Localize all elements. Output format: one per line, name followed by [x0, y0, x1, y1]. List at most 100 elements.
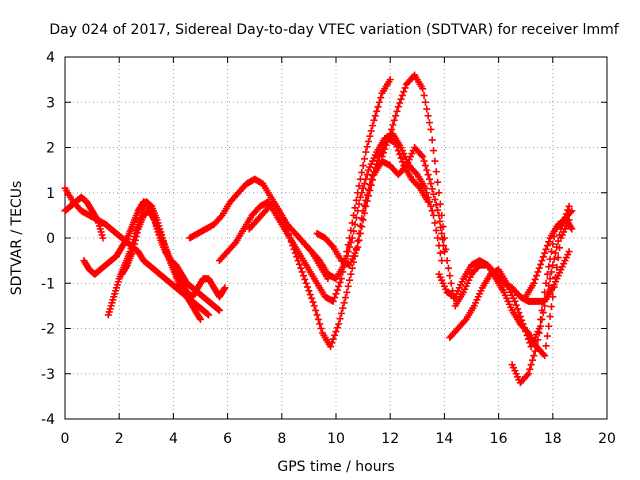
data-point: [539, 309, 547, 317]
data-point: [359, 184, 367, 192]
data-point: [308, 294, 316, 302]
data-point: [297, 264, 305, 272]
data-point: [327, 343, 335, 351]
data-point: [543, 242, 551, 250]
data-point: [420, 157, 428, 165]
data-point: [328, 339, 336, 347]
data-point: [383, 137, 391, 145]
data-point: [539, 253, 547, 261]
data-point: [150, 214, 158, 222]
data-point: [370, 116, 378, 124]
data-point: [568, 225, 576, 233]
data-point: [371, 112, 379, 120]
data-point: [360, 155, 368, 163]
data-point: [461, 317, 469, 325]
data-point: [542, 342, 550, 350]
data-point: [428, 185, 436, 193]
data-point: [289, 242, 297, 250]
data-point: [538, 257, 546, 265]
data-point: [537, 260, 545, 268]
data-point: [442, 245, 450, 253]
series-sat-o: [522, 216, 576, 301]
tick-layer: [64, 56, 608, 420]
data-point: [339, 304, 347, 312]
data-point: [302, 279, 310, 287]
data-point: [546, 312, 554, 320]
data-point: [331, 331, 339, 339]
data-point: [385, 134, 393, 142]
data-point: [553, 243, 561, 251]
data-point: [567, 223, 575, 231]
y-axis-label: SDTVAR / TECUs: [9, 181, 25, 296]
data-point: [564, 206, 572, 214]
data-point: [431, 196, 439, 204]
data-point: [419, 153, 427, 161]
data-point: [366, 186, 374, 194]
data-point: [355, 200, 363, 208]
data-point: [425, 198, 433, 206]
data-point: [443, 257, 451, 265]
data-point: [541, 302, 549, 310]
x-tick-label: 4: [169, 431, 178, 447]
data-point: [530, 279, 538, 287]
data-point: [281, 219, 289, 227]
data-point: [287, 238, 295, 246]
data-point: [392, 112, 400, 120]
grid-layer: [65, 57, 607, 419]
y-tick-labels: -4 -3 -2 -1 0 1 2 3 4: [41, 50, 55, 428]
data-point: [444, 264, 452, 272]
data-point: [528, 356, 536, 364]
data-point: [298, 268, 306, 276]
x-tick-label: 16: [490, 431, 508, 447]
data-point: [417, 151, 425, 159]
data-point: [347, 239, 355, 247]
data-point: [401, 163, 409, 171]
data-point: [424, 112, 432, 120]
data-point: [314, 255, 322, 263]
data-point: [331, 294, 339, 302]
data-point: [373, 107, 381, 115]
data-point: [439, 242, 447, 250]
data-point: [285, 230, 293, 238]
x-tick-label: 0: [61, 431, 70, 447]
points-layer: [61, 71, 576, 387]
data-point: [554, 237, 562, 245]
data-point: [397, 95, 405, 103]
data-point: [343, 288, 351, 296]
series-sat-n: [508, 202, 573, 387]
data-point: [366, 132, 374, 140]
data-point: [523, 331, 531, 339]
data-point: [511, 297, 519, 305]
data-point: [375, 98, 383, 106]
data-point: [423, 105, 431, 113]
data-point: [522, 328, 530, 336]
data-point: [362, 175, 370, 183]
data-point: [562, 210, 570, 218]
data-point: [394, 103, 402, 111]
data-point: [378, 153, 386, 161]
data-point: [356, 193, 364, 201]
data-point: [400, 88, 408, 96]
data-point: [335, 320, 343, 328]
data-point: [363, 171, 371, 179]
data-point: [328, 242, 336, 250]
data-point: [425, 175, 433, 183]
data-point: [524, 370, 532, 378]
data-point: [221, 284, 229, 292]
y-tick-label: 2: [46, 141, 55, 157]
data-point: [434, 234, 442, 242]
x-tick-label: 14: [435, 431, 453, 447]
data-point: [305, 287, 313, 295]
data-point: [310, 302, 318, 310]
data-point: [365, 137, 373, 145]
data-point: [535, 329, 543, 337]
x-tick-label: 20: [598, 431, 616, 447]
data-point: [439, 223, 447, 231]
data-point: [535, 264, 543, 272]
data-point: [329, 335, 337, 343]
y-tick-label: 3: [46, 95, 55, 111]
chart-title: Day 024 of 2017, Sidereal Day-to-day VTE…: [49, 22, 619, 38]
data-point: [360, 209, 368, 217]
y-tick-label: -2: [41, 322, 55, 338]
